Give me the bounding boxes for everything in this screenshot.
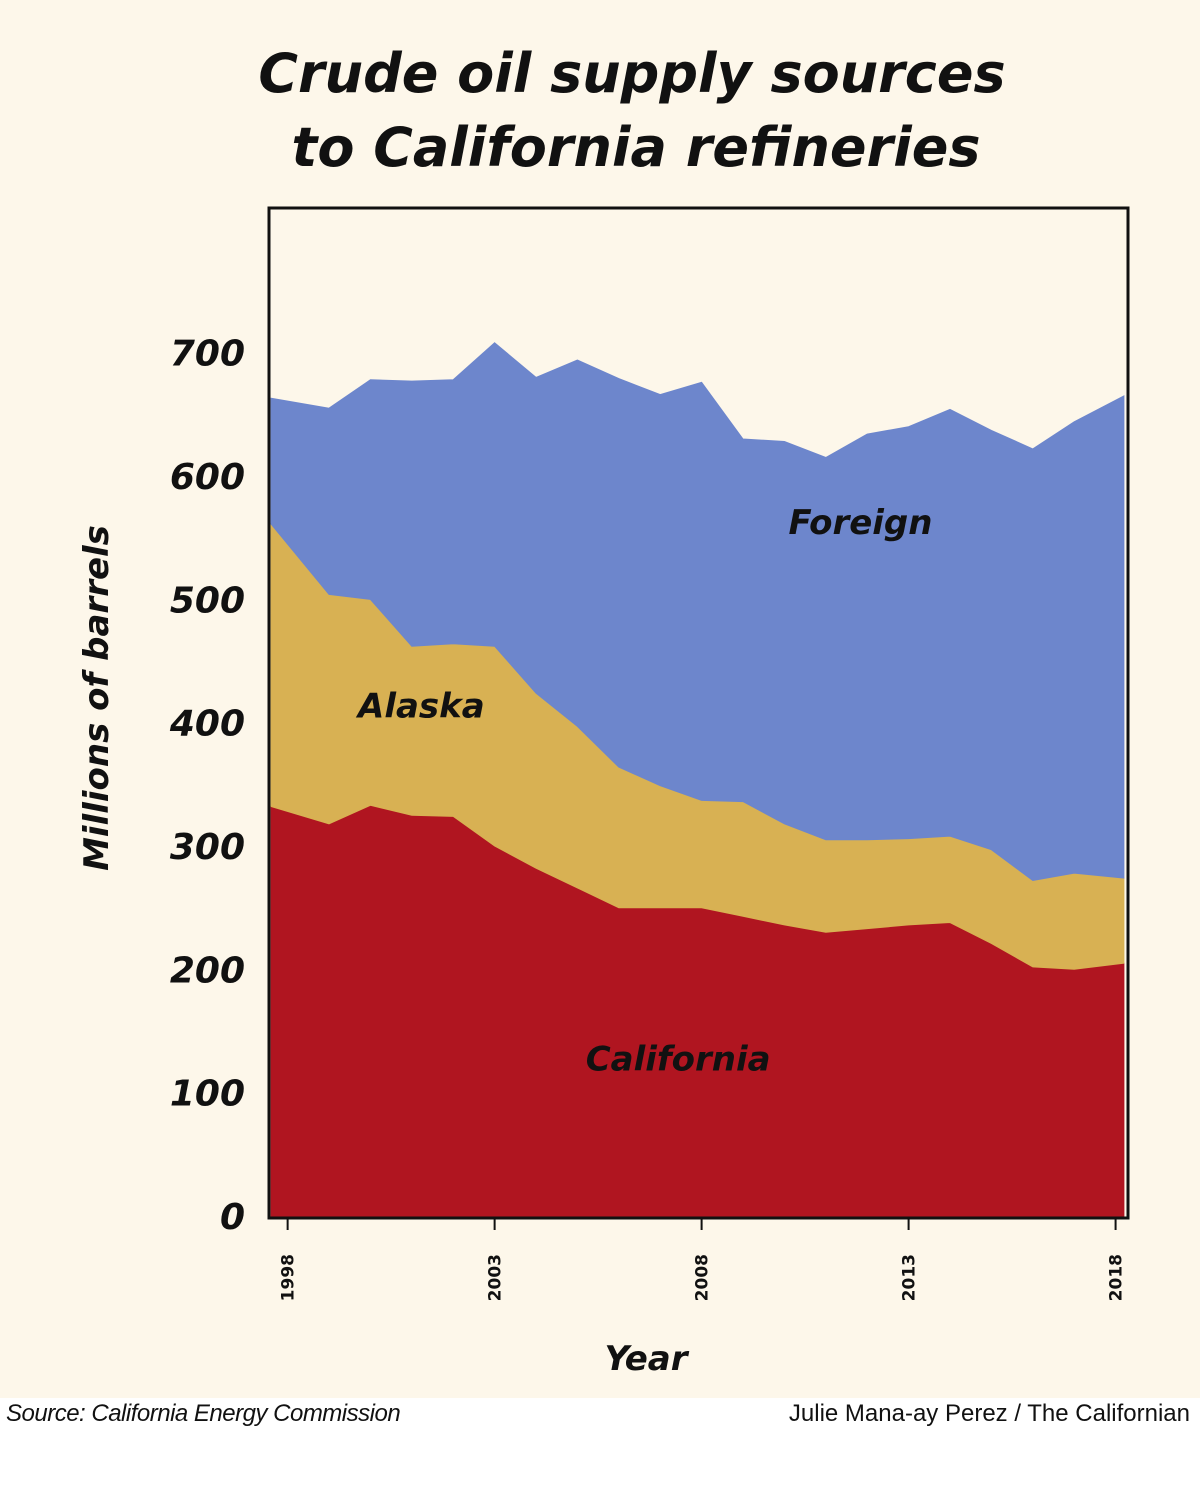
y-tick-label: 400 [169,704,245,745]
x-axis-label: Year [604,1339,689,1379]
footer-band [0,1398,1200,1511]
series-labels: California Alaska Foreign [355,503,932,1080]
y-tick-label: 600 [170,457,245,498]
y-tick-label: 300 [170,827,245,868]
plot-frame [267,206,1130,1220]
x-tick-label: 2018 [1107,1254,1127,1301]
y-tick-label: 100 [170,1074,245,1115]
series-label-foreign: Foreign [789,503,933,543]
y-tick-label: 700 [170,334,245,375]
source-note: Source: California Energy Commission [6,1400,401,1427]
chart-title-line-2: to California refineries [292,116,981,179]
x-tick-label: 2003 [486,1254,506,1301]
y-tick-label: 0 [220,1197,245,1238]
area-foreign [270,342,1125,882]
credit-line: Julie Mana-ay Perez / The Californian [788,1400,1190,1427]
series-label-california: California [586,1040,771,1080]
x-axis-ticks: 1998 2003 2008 2013 2018 [279,1218,1127,1301]
y-axis-ticks: 0 100 200 300 400 500 600 700 [169,334,245,1238]
area-layers [270,342,1125,1217]
chart-title-line-1: Crude oil supply sources [258,42,1005,105]
y-tick-label: 200 [170,950,245,991]
x-tick-label: 1998 [279,1254,299,1301]
x-tick-label: 2008 [693,1254,713,1301]
chart: Crude oil supply sources to California r… [77,42,1130,1379]
y-tick-label: 500 [170,580,245,621]
y-axis-label: Millions of barrels [77,525,117,871]
series-label-alaska: Alaska [355,687,485,727]
x-tick-label: 2013 [900,1254,920,1301]
